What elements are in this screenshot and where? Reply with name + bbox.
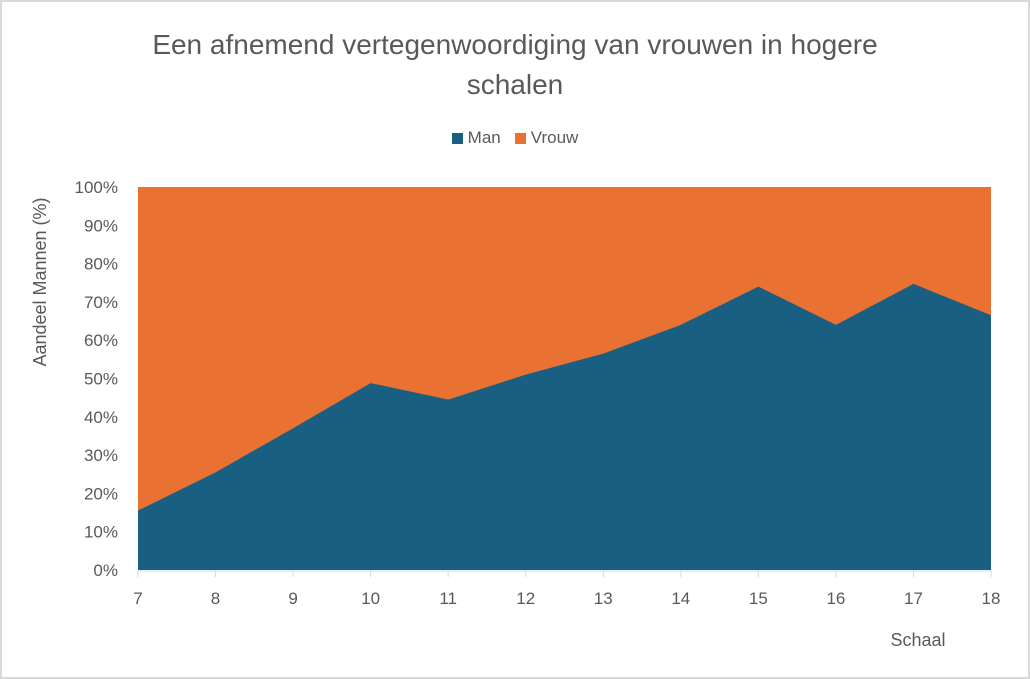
legend-item-man[interactable]: Man (451, 128, 501, 148)
x-tick-label: 7 (133, 589, 142, 608)
y-tick-label: 20% (84, 484, 118, 503)
area-series (138, 187, 991, 572)
legend: Man Vrouw (0, 128, 1030, 148)
y-tick-label: 50% (84, 370, 118, 389)
legend-item-vrouw[interactable]: Vrouw (514, 128, 579, 148)
x-tick-label: 11 (439, 589, 457, 608)
x-tick-label: 14 (671, 589, 690, 608)
y-tick-label: 30% (84, 446, 118, 465)
y-tick-label: 80% (84, 255, 118, 274)
x-tick-label: 8 (211, 589, 220, 608)
x-tick-label: 10 (361, 589, 380, 608)
chart-title-line-2: schalen (466, 69, 564, 100)
x-axis-label: Schaal (890, 630, 945, 650)
chart-title-line-1: Een afnemend vertegenwoordiging van vrou… (152, 29, 878, 60)
y-tick-label: 60% (84, 331, 118, 350)
x-tick-label: 13 (594, 589, 613, 608)
y-tick-label: 40% (84, 408, 118, 427)
y-axis-label: Aandeel Mannen (%) (30, 197, 50, 366)
y-tick-label: 0% (93, 561, 118, 580)
y-tick-label: 70% (84, 293, 118, 312)
x-tick-label: 9 (288, 589, 297, 608)
area-man (138, 283, 991, 570)
x-axis-ticks: 7 8 9 10 11 12 13 14 15 16 17 18 (133, 571, 1000, 608)
x-tick-label: 16 (826, 589, 845, 608)
x-tick-label: 12 (516, 589, 535, 608)
y-tick-label: 100% (75, 178, 118, 197)
x-tick-label: 15 (749, 589, 768, 608)
legend-label-man: Man (467, 128, 501, 147)
legend-label-vrouw: Vrouw (530, 128, 579, 147)
y-tick-label: 10% (84, 523, 118, 542)
x-tick-label: 17 (904, 589, 923, 608)
legend-swatch-man (451, 132, 463, 144)
y-axis-ticks: 0% 10% 20% 30% 40% 50% 60% 70% 80% 90% 100% (75, 178, 118, 580)
legend-swatch-vrouw (514, 132, 526, 144)
y-tick-label: 90% (84, 216, 118, 235)
x-tick-label: 18 (982, 589, 1001, 608)
